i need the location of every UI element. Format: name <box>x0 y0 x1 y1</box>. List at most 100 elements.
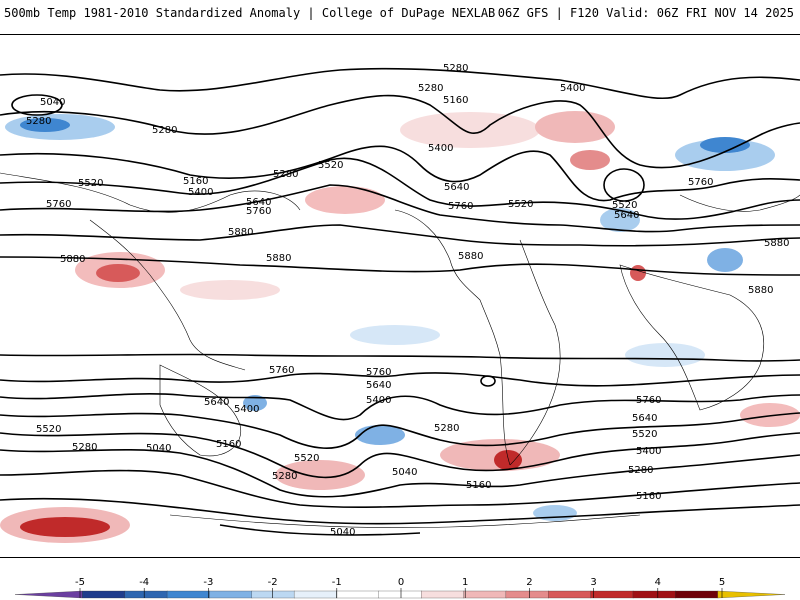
contour-label: 5760 <box>366 367 391 378</box>
contour-5160 <box>0 94 800 169</box>
colorbar-tick-label: -1 <box>332 577 342 588</box>
colorbar-segment <box>717 590 786 599</box>
contour-label: 5520 <box>508 199 533 210</box>
contour-label: 5160 <box>183 176 208 187</box>
colorbar-tick-label: -4 <box>139 577 149 588</box>
contour-label: 5160 <box>466 480 491 491</box>
colorbar-segments <box>14 590 786 599</box>
contour-label: 5640 <box>204 397 229 408</box>
colorbar-segment <box>463 590 507 599</box>
contour-label: 5640 <box>614 210 639 221</box>
anomaly-cold-mediterranean <box>707 248 743 272</box>
contour-5520 <box>0 157 800 220</box>
colorbar-ticks: -5 -4 -3 -2 -1 0 1 2 3 4 5 <box>75 577 725 598</box>
contour-label: 5880 <box>764 238 789 249</box>
anomaly-warm-south-america-core <box>494 450 522 470</box>
colorbar-segment <box>675 590 719 599</box>
anomaly-warm-north-africa <box>630 265 646 281</box>
colorbar-tick-label: 0 <box>398 577 404 588</box>
colorbar-tick-label: 4 <box>655 577 661 588</box>
anomaly-warm-south-pacific <box>275 460 365 490</box>
contour-5040-closed-low <box>11 94 63 116</box>
anomaly-warm-greenland <box>535 111 615 143</box>
anomaly-cold-siberia-core <box>20 118 70 132</box>
colorbar-segment <box>505 590 549 599</box>
contour-label: 5400 <box>428 143 453 154</box>
contour-closed-atlantic-low <box>603 168 645 202</box>
contour-label: 5040 <box>330 527 355 538</box>
contour-label: 5400 <box>188 187 213 198</box>
coast-australia <box>159 364 242 457</box>
model-run-info: 06Z GFS | F120 Valid: 06Z FRI NOV 14 202… <box>497 6 794 20</box>
anomaly-shading <box>0 111 800 543</box>
contour-label: 5280 <box>152 125 177 136</box>
anomaly-cold-tropical-pacific <box>350 325 440 345</box>
coast-antarctica <box>169 514 641 529</box>
contour-label: 5520 <box>36 424 61 435</box>
contour-label: 5400 <box>560 83 585 94</box>
colorbar-segment <box>548 590 592 599</box>
colorbar-segment <box>82 590 126 599</box>
map-panel: 5280 5400 5160 5280 5040 5280 5280 5400 … <box>0 34 800 558</box>
contour-label: 5280 <box>26 116 51 127</box>
header: 500mb Temp 1981-2010 Standardized Anomal… <box>0 0 800 34</box>
colorbar-segment <box>251 590 295 599</box>
contour-label: 5160 <box>443 95 468 106</box>
contour-label: 5880 <box>748 285 773 296</box>
contour-label: 5040 <box>40 97 65 108</box>
contour-5400-south <box>0 432 800 479</box>
anomaly-map: 5280 5400 5160 5280 5040 5280 5280 5400 … <box>0 63 800 543</box>
contour-label: 5880 <box>458 251 483 262</box>
contour-label: 5280 <box>72 442 97 453</box>
contour-label: 5880 <box>60 254 85 265</box>
contour-5400 <box>0 145 800 202</box>
colorbar-segment <box>378 590 422 599</box>
contour-label: 5760 <box>688 177 713 188</box>
anomaly-warm-east-asia-core <box>96 264 140 282</box>
height-contours <box>0 67 800 536</box>
coast-americas-west <box>394 209 511 466</box>
contour-label: 5880 <box>228 227 253 238</box>
contour-labels: 5280 5400 5160 5280 5040 5280 5280 5400 … <box>26 63 789 538</box>
coast-africa <box>619 264 764 411</box>
contour-5880-south <box>0 353 800 362</box>
colorbar-tick-label: -5 <box>75 577 85 588</box>
anomaly-warm-north-pacific <box>305 186 385 214</box>
contour-label: 5640 <box>246 197 271 208</box>
contour-label: 5040 <box>392 467 417 478</box>
colorbar-segment <box>336 590 380 599</box>
contour-label: 5760 <box>246 206 271 217</box>
contour-label: 5760 <box>636 395 661 406</box>
contour-label: 5280 <box>272 471 297 482</box>
contour-5520-south <box>0 412 800 449</box>
contour-5280-north <box>0 67 800 100</box>
colorbar-segment <box>166 590 211 599</box>
colorbar-segment <box>124 590 168 599</box>
colorbar-tick-label: 3 <box>590 577 596 588</box>
colorbar-segment <box>14 590 83 599</box>
map-title: 500mb Temp 1981-2010 Standardized Anomal… <box>4 6 496 20</box>
colorbar: -5 -4 -3 -2 -1 0 1 2 3 4 5 <box>14 577 786 599</box>
contour-label: 5640 <box>366 380 391 391</box>
coast-east-asia <box>89 219 246 371</box>
contour-label: 5640 <box>444 182 469 193</box>
anomaly-warm-arctic-canada <box>400 112 540 148</box>
contour-label: 5640 <box>632 413 657 424</box>
anomaly-warm-southern-ocean-core <box>20 517 110 537</box>
contour-label: 5160 <box>636 491 661 502</box>
contour-5160-south <box>0 469 800 509</box>
colorbar-segment <box>632 590 676 599</box>
colorbar-segment <box>590 590 634 599</box>
contour-label: 5160 <box>216 439 241 450</box>
colorbar-segment <box>293 590 338 599</box>
anomaly-warm-greenland-core <box>570 150 610 170</box>
colorbar-tick-label: -2 <box>268 577 278 588</box>
contour-label: 5520 <box>78 178 103 189</box>
contour-label: 5880 <box>266 253 291 264</box>
contour-label: 5400 <box>234 404 259 415</box>
contour-5040-south <box>0 497 800 525</box>
coast-americas-east <box>509 239 561 466</box>
coast-europe <box>679 194 800 212</box>
contour-label: 5280 <box>443 63 468 74</box>
anomaly-cold-africa <box>625 343 705 367</box>
